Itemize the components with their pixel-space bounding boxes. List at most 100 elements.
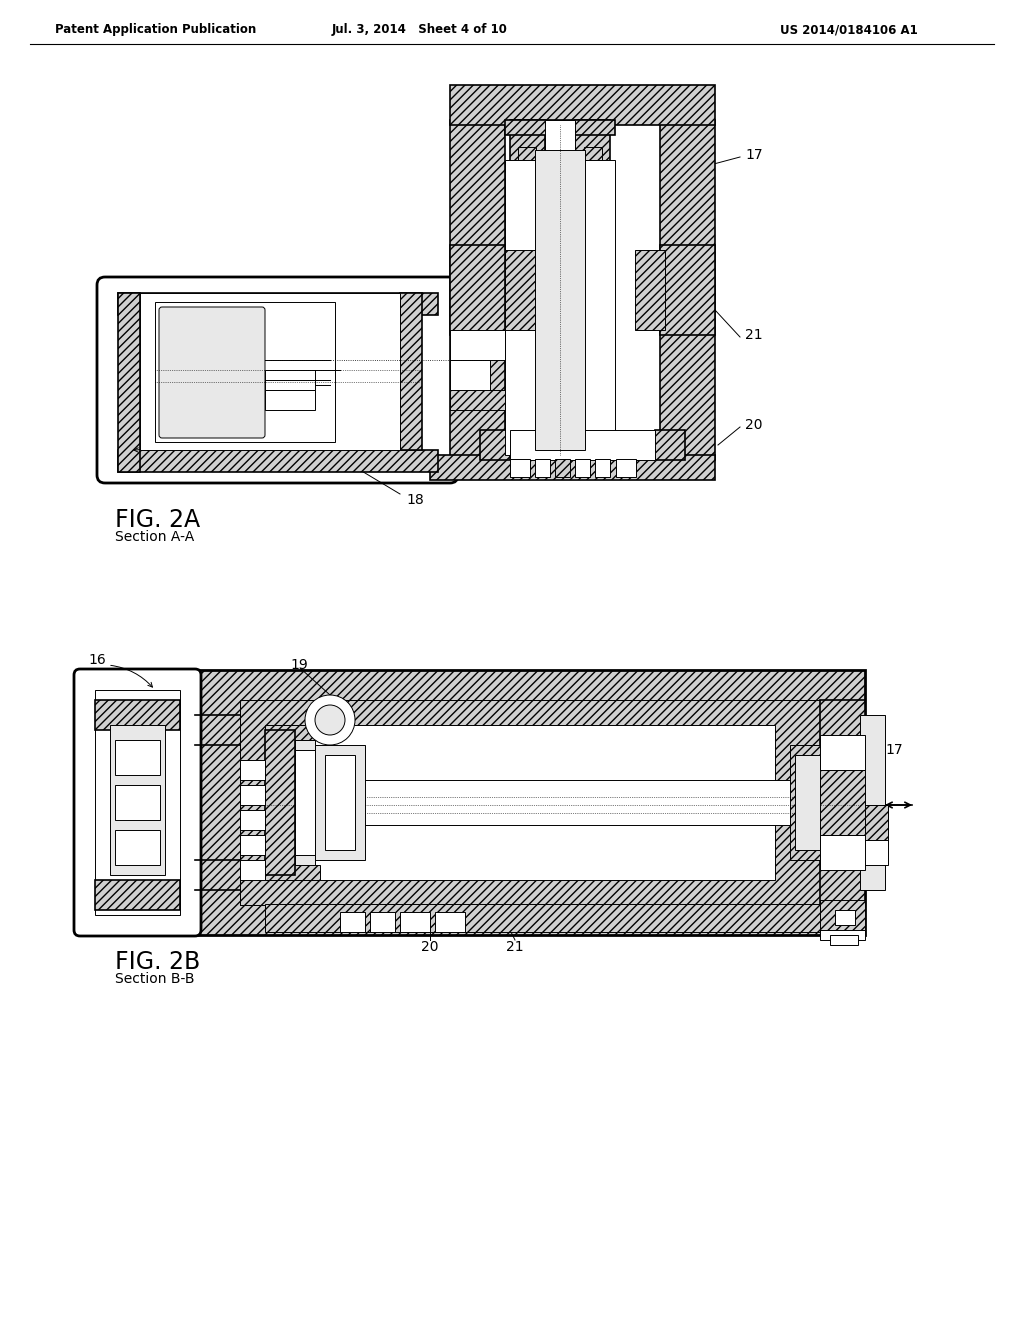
Text: Section A-A: Section A-A	[115, 531, 195, 544]
Bar	[820, 900, 865, 935]
Bar	[240, 861, 265, 880]
Bar	[616, 459, 636, 477]
Bar	[535, 459, 550, 477]
Bar	[820, 836, 865, 870]
Text: 21: 21	[506, 940, 524, 954]
Bar	[450, 360, 490, 389]
Text: 20: 20	[421, 940, 438, 954]
FancyBboxPatch shape	[159, 308, 265, 438]
Text: 17: 17	[885, 743, 902, 756]
Bar	[510, 160, 545, 172]
Bar	[240, 700, 820, 906]
Bar	[820, 931, 865, 940]
Bar	[400, 293, 422, 450]
Bar	[575, 160, 610, 172]
Bar	[575, 459, 590, 477]
Bar	[430, 455, 715, 480]
Bar	[830, 935, 858, 945]
Bar	[820, 735, 865, 770]
Text: Section B-B: Section B-B	[115, 972, 195, 986]
Bar	[518, 147, 536, 165]
Bar	[265, 389, 315, 411]
Bar	[535, 150, 585, 450]
Bar	[240, 810, 265, 830]
Bar	[265, 725, 319, 741]
Bar	[545, 120, 575, 201]
Bar	[450, 120, 505, 459]
Bar	[115, 785, 160, 820]
Bar	[115, 741, 160, 775]
Bar	[115, 830, 160, 865]
FancyBboxPatch shape	[74, 669, 201, 936]
Bar	[265, 865, 319, 880]
Text: 16: 16	[155, 313, 173, 327]
Text: 18: 18	[407, 492, 424, 507]
FancyBboxPatch shape	[97, 277, 458, 483]
Text: US 2014/0184106 A1: US 2014/0184106 A1	[780, 24, 918, 37]
Bar	[240, 700, 820, 906]
Bar	[660, 246, 715, 335]
Bar	[790, 744, 820, 861]
Bar	[325, 755, 355, 850]
Bar	[820, 700, 865, 906]
Bar	[95, 880, 180, 909]
Bar	[340, 912, 365, 932]
Text: 17: 17	[745, 148, 763, 162]
Bar	[835, 909, 855, 925]
Bar	[820, 770, 865, 836]
Bar	[118, 293, 140, 473]
Bar	[95, 700, 180, 730]
Bar	[315, 780, 815, 825]
Bar	[265, 370, 315, 389]
Circle shape	[305, 696, 355, 744]
Bar	[400, 912, 430, 932]
Text: FIG. 2A: FIG. 2A	[115, 508, 200, 532]
Bar	[635, 249, 665, 330]
Bar	[575, 120, 610, 165]
Bar	[295, 750, 315, 855]
Bar	[140, 293, 400, 450]
Text: FIG. 2B: FIG. 2B	[115, 950, 201, 974]
Bar	[858, 805, 888, 865]
Bar	[118, 450, 438, 473]
Bar	[510, 430, 655, 459]
Bar	[435, 912, 465, 932]
Bar	[505, 160, 615, 455]
Bar	[240, 836, 265, 855]
Bar	[195, 671, 865, 935]
Bar	[95, 690, 180, 915]
Text: Patent Application Publication: Patent Application Publication	[55, 24, 256, 37]
Bar	[240, 760, 265, 780]
Bar	[450, 84, 715, 125]
Text: 16: 16	[88, 653, 105, 667]
Bar	[660, 120, 715, 459]
Circle shape	[315, 705, 345, 735]
Bar	[265, 730, 295, 875]
Bar	[450, 246, 505, 335]
Bar	[450, 389, 505, 411]
Bar	[860, 715, 885, 890]
Bar	[510, 459, 530, 477]
Text: 20: 20	[745, 418, 763, 432]
Bar	[295, 741, 315, 865]
Bar	[240, 785, 265, 805]
Bar	[480, 430, 510, 459]
Bar	[370, 912, 395, 932]
Bar	[505, 249, 535, 330]
Bar	[584, 147, 602, 165]
Bar	[505, 120, 615, 135]
Bar	[118, 293, 438, 315]
Bar	[110, 725, 165, 875]
Bar	[265, 904, 820, 932]
Bar	[155, 302, 335, 442]
Bar	[595, 459, 610, 477]
Bar	[450, 330, 505, 360]
Text: Jul. 3, 2014   Sheet 4 of 10: Jul. 3, 2014 Sheet 4 of 10	[332, 24, 508, 37]
Bar	[555, 459, 570, 477]
Text: 19: 19	[290, 657, 308, 672]
Text: 21: 21	[745, 327, 763, 342]
Bar	[795, 755, 820, 850]
Bar	[858, 805, 888, 840]
Bar	[510, 120, 545, 165]
Bar	[655, 430, 685, 459]
